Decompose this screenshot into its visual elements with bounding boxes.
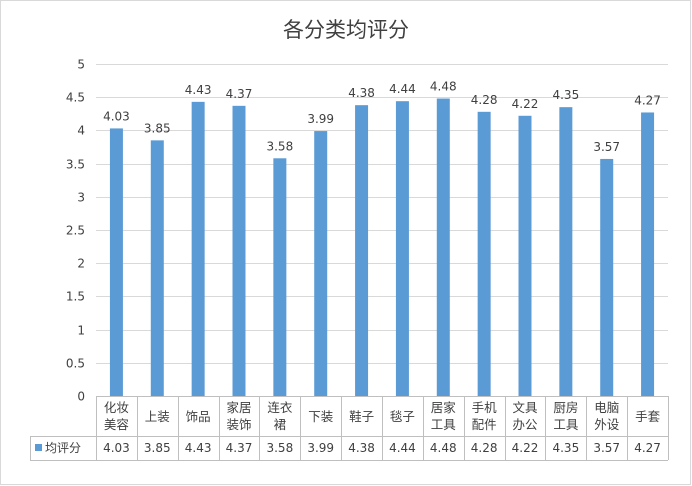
table-value: 4.27 — [634, 441, 661, 455]
category-label: 电脑 — [594, 400, 619, 415]
bars — [109, 98, 655, 397]
bar — [232, 105, 246, 396]
data-label: 4.22 — [512, 97, 539, 111]
y-tick-label: 2 — [77, 257, 85, 271]
table-value: 3.85 — [144, 441, 171, 455]
y-tick-label: 1.5 — [66, 290, 85, 304]
table-value: 4.38 — [348, 441, 375, 455]
y-tick-label: 3 — [77, 191, 85, 205]
table-value: 4.37 — [226, 441, 253, 455]
bar — [518, 115, 532, 397]
category-label: 家居 — [226, 400, 251, 415]
y-tick-label: 1 — [77, 324, 85, 338]
bar — [436, 98, 450, 396]
category-label: 裙 — [274, 417, 287, 432]
category-label: 配件 — [472, 417, 497, 432]
data-label: 3.85 — [144, 121, 171, 135]
table-value: 4.03 — [103, 441, 130, 455]
category-label: 上装 — [145, 409, 170, 424]
category-label: 厨房 — [553, 400, 578, 415]
category-label: 连衣 — [267, 400, 293, 415]
category-label: 手机 — [472, 400, 498, 415]
y-tick-label: 5 — [77, 58, 85, 72]
data-label: 4.28 — [471, 93, 498, 107]
bar — [150, 140, 164, 396]
table-value: 3.57 — [593, 441, 620, 455]
y-axis-ticks: 0 0.5 1 1.5 2 2.5 3 3.5 4 4.5 5 — [66, 58, 85, 404]
bar — [355, 105, 369, 396]
category-label: 鞋子 — [349, 409, 374, 424]
category-label: 饰品 — [186, 409, 211, 424]
y-tick-label: 0.5 — [66, 357, 85, 371]
data-label: 4.44 — [389, 82, 416, 96]
data-labels: 4.03 3.85 4.43 4.37 3.58 3.99 4.38 4.44 4.48 4.28… — [103, 80, 661, 154]
category-label: 办公 — [512, 417, 538, 432]
table-value: 3.58 — [266, 441, 293, 455]
bar — [600, 158, 614, 396]
category-label: 毯子 — [390, 409, 415, 424]
data-label: 4.38 — [348, 86, 375, 100]
bar — [395, 101, 409, 397]
data-label: 4.35 — [552, 88, 579, 102]
bar — [314, 131, 328, 396]
table-value: 4.22 — [512, 441, 539, 455]
bar — [191, 101, 205, 397]
bar — [273, 158, 287, 396]
category-label: 装饰 — [226, 417, 251, 432]
data-label: 4.03 — [103, 109, 130, 123]
category-label: 手套 — [635, 409, 661, 424]
table-value: 4.48 — [430, 441, 457, 455]
y-tick-label: 0 — [77, 390, 85, 404]
bar — [559, 107, 573, 396]
table-value: 4.44 — [389, 441, 416, 455]
category-label: 工具 — [553, 417, 579, 432]
data-label: 4.27 — [634, 93, 661, 107]
bar — [477, 111, 491, 397]
chart-title: 各分类均评分 — [283, 18, 409, 42]
category-label: 美容 — [104, 417, 129, 432]
data-label: 3.99 — [307, 112, 334, 126]
data-label: 3.57 — [593, 140, 620, 154]
y-tick-label: 2.5 — [66, 224, 85, 238]
series-name: 均评分 — [45, 441, 81, 455]
bar — [109, 128, 123, 396]
bar — [641, 112, 655, 397]
category-label: 化妆 — [104, 400, 129, 415]
table-value: 4.35 — [552, 441, 579, 455]
legend-key — [35, 444, 42, 451]
category-label: 下装 — [308, 409, 333, 424]
category-label: 文具 — [512, 400, 538, 415]
y-tick-label: 3.5 — [66, 158, 85, 172]
category-label: 外设 — [594, 417, 620, 432]
table-value: 4.43 — [185, 441, 212, 455]
y-tick-label: 4.5 — [66, 91, 85, 105]
data-label: 4.43 — [185, 83, 212, 97]
category-label: 居家 — [431, 400, 457, 415]
table-value: 4.28 — [471, 441, 498, 455]
y-tick-label: 4 — [77, 124, 85, 138]
table-value: 3.99 — [307, 441, 334, 455]
data-label: 4.37 — [226, 87, 253, 101]
data-label: 3.58 — [266, 139, 293, 153]
data-label: 4.48 — [430, 80, 457, 94]
category-label: 工具 — [431, 417, 457, 432]
